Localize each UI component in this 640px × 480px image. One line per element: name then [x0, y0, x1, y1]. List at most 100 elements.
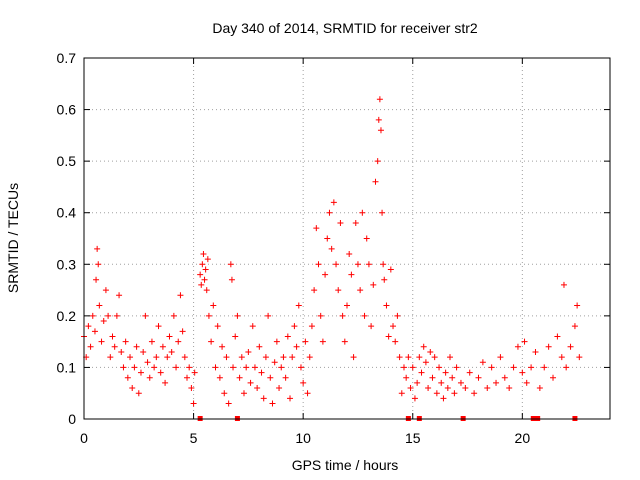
- data-point: [142, 312, 149, 319]
- data-point: [197, 271, 204, 278]
- x-axis-label: GPS time / hours: [292, 457, 399, 473]
- data-point: [212, 364, 219, 371]
- data-point: [449, 374, 456, 381]
- data-point: [447, 354, 454, 361]
- data-point: [170, 312, 177, 319]
- data-point: [558, 354, 565, 361]
- data-point: [181, 354, 188, 361]
- data-point: [425, 385, 432, 392]
- data-point: [563, 364, 570, 371]
- data-point: [479, 359, 486, 366]
- data-point: [227, 261, 234, 268]
- data-point: [137, 369, 144, 376]
- data-point: [444, 385, 451, 392]
- data-point: [396, 354, 403, 361]
- data-point: [198, 281, 205, 288]
- data-point: [116, 292, 123, 299]
- data-point: [440, 395, 447, 402]
- data-point: [289, 354, 296, 361]
- data-point: [190, 400, 197, 407]
- chart-title: Day 340 of 2014, SRMTID for receiver str…: [212, 20, 478, 36]
- data-point: [438, 379, 445, 386]
- data-point: [493, 379, 500, 386]
- data-point: [276, 385, 283, 392]
- data-point: [238, 354, 245, 361]
- data-point: [405, 354, 412, 361]
- data-point: [390, 323, 397, 330]
- data-point: [302, 338, 309, 345]
- data-point: [560, 281, 567, 288]
- data-point: [403, 374, 410, 381]
- y-tick-label: 0.5: [57, 153, 77, 169]
- data-point: [203, 287, 210, 294]
- data-point: [392, 338, 399, 345]
- data-point: [208, 338, 215, 345]
- x-tick-label: 20: [515, 430, 531, 446]
- data-point: [541, 364, 548, 371]
- data-point: [350, 354, 357, 361]
- data-point: [368, 323, 375, 330]
- data-point: [91, 328, 98, 335]
- data-point: [173, 364, 180, 371]
- data-point: [328, 245, 335, 252]
- data-point: [155, 323, 162, 330]
- data-point: [267, 374, 274, 381]
- grid-layer: [84, 58, 610, 419]
- data-point: [433, 390, 440, 397]
- data-point: [200, 250, 207, 257]
- data-point: [179, 328, 186, 335]
- data-point: [377, 127, 384, 134]
- data-point: [93, 276, 100, 283]
- y-tick-label: 0.1: [57, 359, 77, 375]
- data-point: [550, 374, 557, 381]
- data-point: [409, 364, 416, 371]
- data-point: [191, 369, 198, 376]
- y-axis-label: SRMTID / TECUs: [5, 183, 21, 293]
- data-point: [295, 302, 302, 309]
- data-point: [221, 390, 228, 397]
- data-point: [100, 318, 107, 325]
- data-point: [135, 390, 142, 397]
- data-point: [280, 354, 287, 361]
- data-point: [337, 220, 344, 227]
- data-point: [204, 256, 211, 263]
- data-point: [532, 348, 539, 355]
- data-point: [510, 364, 517, 371]
- data-point: [122, 338, 129, 345]
- data-point: [357, 287, 364, 294]
- data-point: [291, 323, 298, 330]
- data-point: [95, 261, 102, 268]
- data-point: [129, 385, 136, 392]
- y-tick-label: 0.6: [57, 102, 77, 118]
- x-tick-label: 0: [80, 430, 88, 446]
- data-point: [514, 343, 521, 350]
- data-point: [140, 348, 147, 355]
- data-point: [313, 225, 320, 232]
- data-point: [411, 395, 418, 402]
- data-point: [223, 354, 230, 361]
- data-point: [354, 261, 361, 268]
- x-tick-label: 5: [190, 430, 198, 446]
- data-point: [214, 323, 221, 330]
- data-point: [228, 276, 235, 283]
- data-point: [144, 359, 151, 366]
- data-point: [381, 276, 388, 283]
- data-point: [245, 348, 252, 355]
- data-point: [363, 235, 370, 242]
- data-point: [387, 266, 394, 273]
- data-point: [254, 385, 261, 392]
- data-point: [379, 209, 386, 216]
- data-point: [293, 343, 300, 350]
- data-point: [265, 312, 272, 319]
- data-point: [431, 354, 438, 361]
- data-point: [186, 364, 193, 371]
- data-point: [370, 281, 377, 288]
- data-point: [124, 374, 131, 381]
- data-point: [164, 354, 171, 361]
- data-point: [471, 390, 478, 397]
- data-point: [273, 338, 280, 345]
- data-point: [113, 312, 120, 319]
- data-point: [85, 323, 92, 330]
- data-point: [372, 178, 379, 185]
- data-point: [374, 158, 381, 165]
